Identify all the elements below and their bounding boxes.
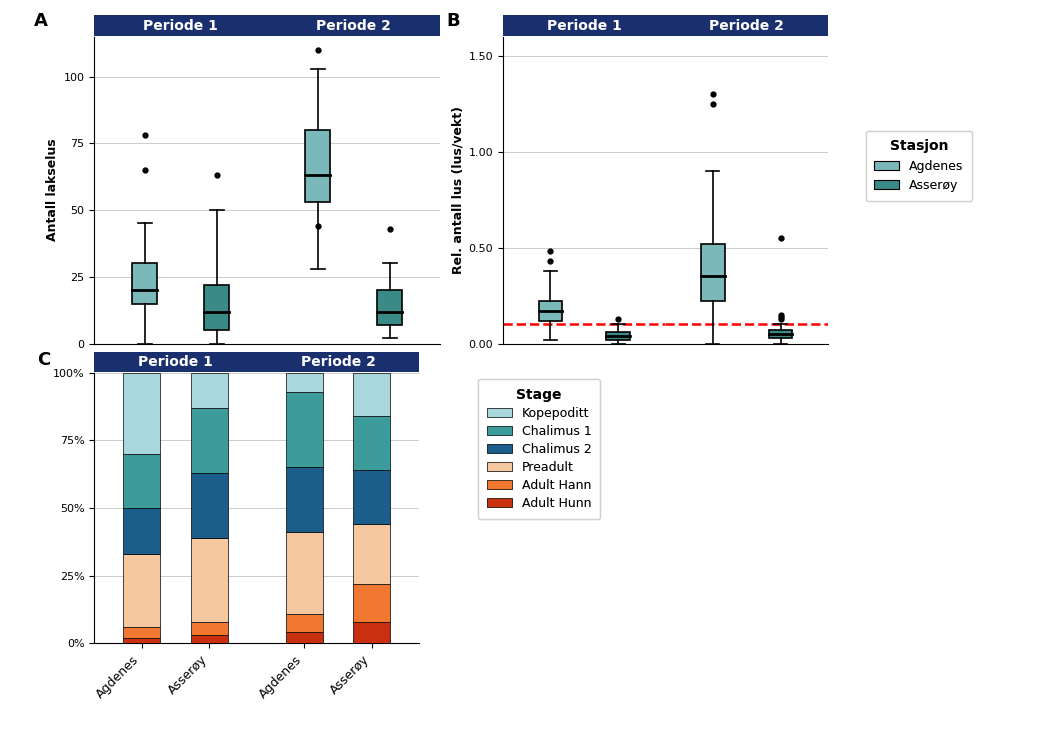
- Text: Periode 1: Periode 1: [144, 18, 218, 33]
- Bar: [353, 584, 391, 621]
- Y-axis label: Rel. antall lus (lus/vekt): Rel. antall lus (lus/vekt): [452, 106, 464, 274]
- Text: B: B: [446, 12, 460, 30]
- Y-axis label: Antall lakselus: Antall lakselus: [46, 139, 60, 241]
- Bar: [191, 473, 228, 538]
- Bar: [123, 638, 160, 643]
- Bar: [191, 621, 228, 635]
- Bar: [353, 373, 391, 416]
- Text: Periode 2: Periode 2: [316, 18, 391, 33]
- Bar: [123, 454, 160, 508]
- Bar: [285, 468, 323, 532]
- Bar: [132, 263, 157, 303]
- Text: Periode 1: Periode 1: [138, 355, 213, 369]
- Text: Periode 2: Periode 2: [301, 355, 375, 369]
- Bar: [285, 392, 323, 468]
- Bar: [191, 635, 228, 643]
- Bar: [123, 373, 160, 454]
- Bar: [285, 532, 323, 613]
- Bar: [606, 332, 630, 340]
- Bar: [285, 613, 323, 632]
- Bar: [353, 416, 391, 470]
- Bar: [204, 285, 230, 330]
- Bar: [285, 632, 323, 643]
- Bar: [305, 130, 330, 202]
- Text: Periode 2: Periode 2: [709, 18, 784, 33]
- Bar: [123, 554, 160, 627]
- Legend: Agdenes, Asserøy: Agdenes, Asserøy: [866, 131, 973, 200]
- Bar: [191, 373, 228, 408]
- Bar: [285, 373, 323, 392]
- Bar: [191, 538, 228, 621]
- Bar: [701, 244, 725, 301]
- Bar: [353, 470, 391, 524]
- Text: Periode 1: Periode 1: [547, 18, 621, 33]
- Bar: [353, 621, 391, 643]
- Bar: [539, 301, 563, 320]
- Bar: [377, 290, 402, 325]
- Bar: [191, 408, 228, 473]
- Bar: [768, 330, 792, 338]
- Bar: [123, 627, 160, 638]
- Text: A: A: [34, 12, 47, 30]
- Legend: Kopepoditt, Chalimus 1, Chalimus 2, Preadult, Adult Hann, Adult Hunn: Kopepoditt, Chalimus 1, Chalimus 2, Prea…: [478, 379, 601, 518]
- Bar: [353, 524, 391, 584]
- Bar: [123, 508, 160, 554]
- Text: C: C: [38, 351, 50, 369]
